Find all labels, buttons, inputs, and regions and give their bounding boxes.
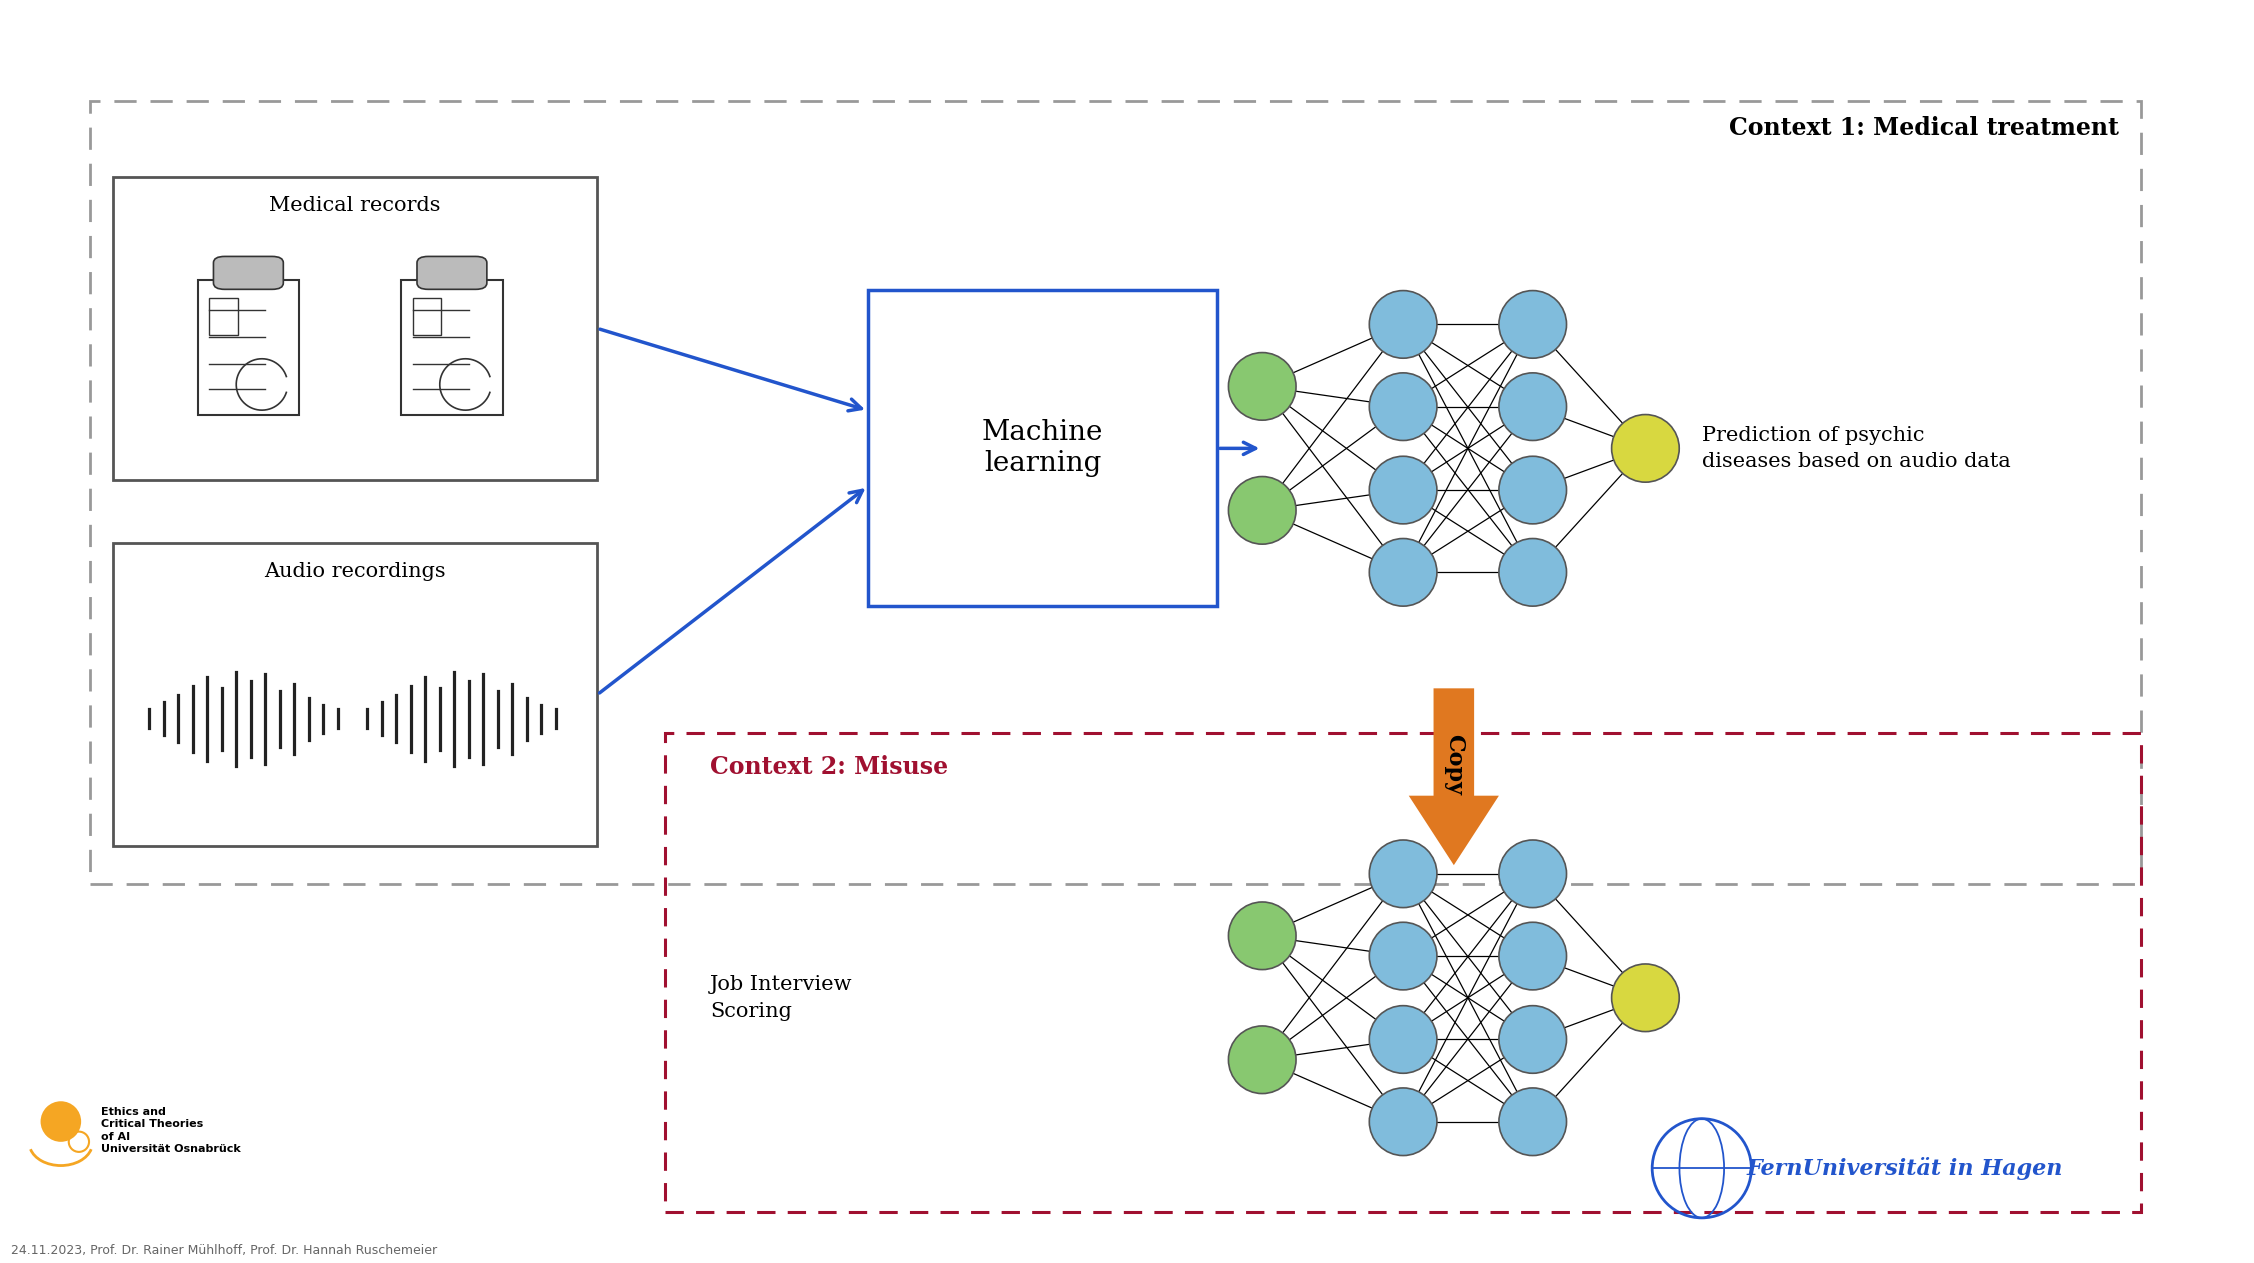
Ellipse shape [1499, 373, 1567, 441]
Ellipse shape [1499, 290, 1567, 359]
Text: Job Interview
Scoring: Job Interview Scoring [710, 975, 852, 1021]
Text: FernUniversität in Hagen: FernUniversität in Hagen [1747, 1157, 2062, 1180]
Ellipse shape [1368, 373, 1438, 441]
Text: Copy: Copy [1443, 734, 1465, 794]
Ellipse shape [1228, 902, 1296, 970]
Ellipse shape [1228, 476, 1296, 544]
Ellipse shape [1612, 964, 1679, 1032]
Text: Prediction of psychic
diseases based on audio data: Prediction of psychic diseases based on … [1702, 426, 2011, 471]
Text: Medical records: Medical records [268, 196, 442, 215]
Ellipse shape [1368, 1087, 1438, 1156]
Ellipse shape [1612, 414, 1679, 482]
FancyBboxPatch shape [417, 256, 487, 289]
FancyBboxPatch shape [401, 279, 503, 414]
Text: Machine
learning: Machine learning [983, 419, 1102, 477]
Ellipse shape [1228, 352, 1296, 421]
Ellipse shape [1499, 456, 1567, 524]
Ellipse shape [1499, 1005, 1567, 1074]
Ellipse shape [1368, 840, 1438, 908]
Text: Ethics and
Critical Theories
of AI
Universität Osnabrück: Ethics and Critical Theories of AI Unive… [101, 1106, 241, 1154]
FancyBboxPatch shape [214, 256, 284, 289]
Ellipse shape [1368, 290, 1438, 359]
FancyBboxPatch shape [113, 177, 597, 480]
Ellipse shape [1499, 538, 1567, 606]
Ellipse shape [1499, 840, 1567, 908]
FancyBboxPatch shape [198, 279, 300, 414]
Text: Audio recordings: Audio recordings [264, 562, 446, 581]
FancyBboxPatch shape [113, 543, 597, 846]
Ellipse shape [1368, 538, 1438, 606]
Ellipse shape [41, 1101, 81, 1142]
Ellipse shape [1368, 1005, 1438, 1074]
FancyBboxPatch shape [868, 290, 1217, 606]
Ellipse shape [1368, 922, 1438, 990]
Text: 24.11.2023, Prof. Dr. Rainer Mühlhoff, Prof. Dr. Hannah Ruschemeier: 24.11.2023, Prof. Dr. Rainer Mühlhoff, P… [11, 1244, 437, 1257]
Text: Context 2: Misuse: Context 2: Misuse [710, 755, 949, 779]
Polygon shape [1409, 688, 1499, 865]
Ellipse shape [1499, 922, 1567, 990]
Text: Context 1: Medical treatment: Context 1: Medical treatment [1729, 116, 2119, 140]
Ellipse shape [1228, 1026, 1296, 1094]
Ellipse shape [1368, 456, 1438, 524]
Ellipse shape [1499, 1087, 1567, 1156]
